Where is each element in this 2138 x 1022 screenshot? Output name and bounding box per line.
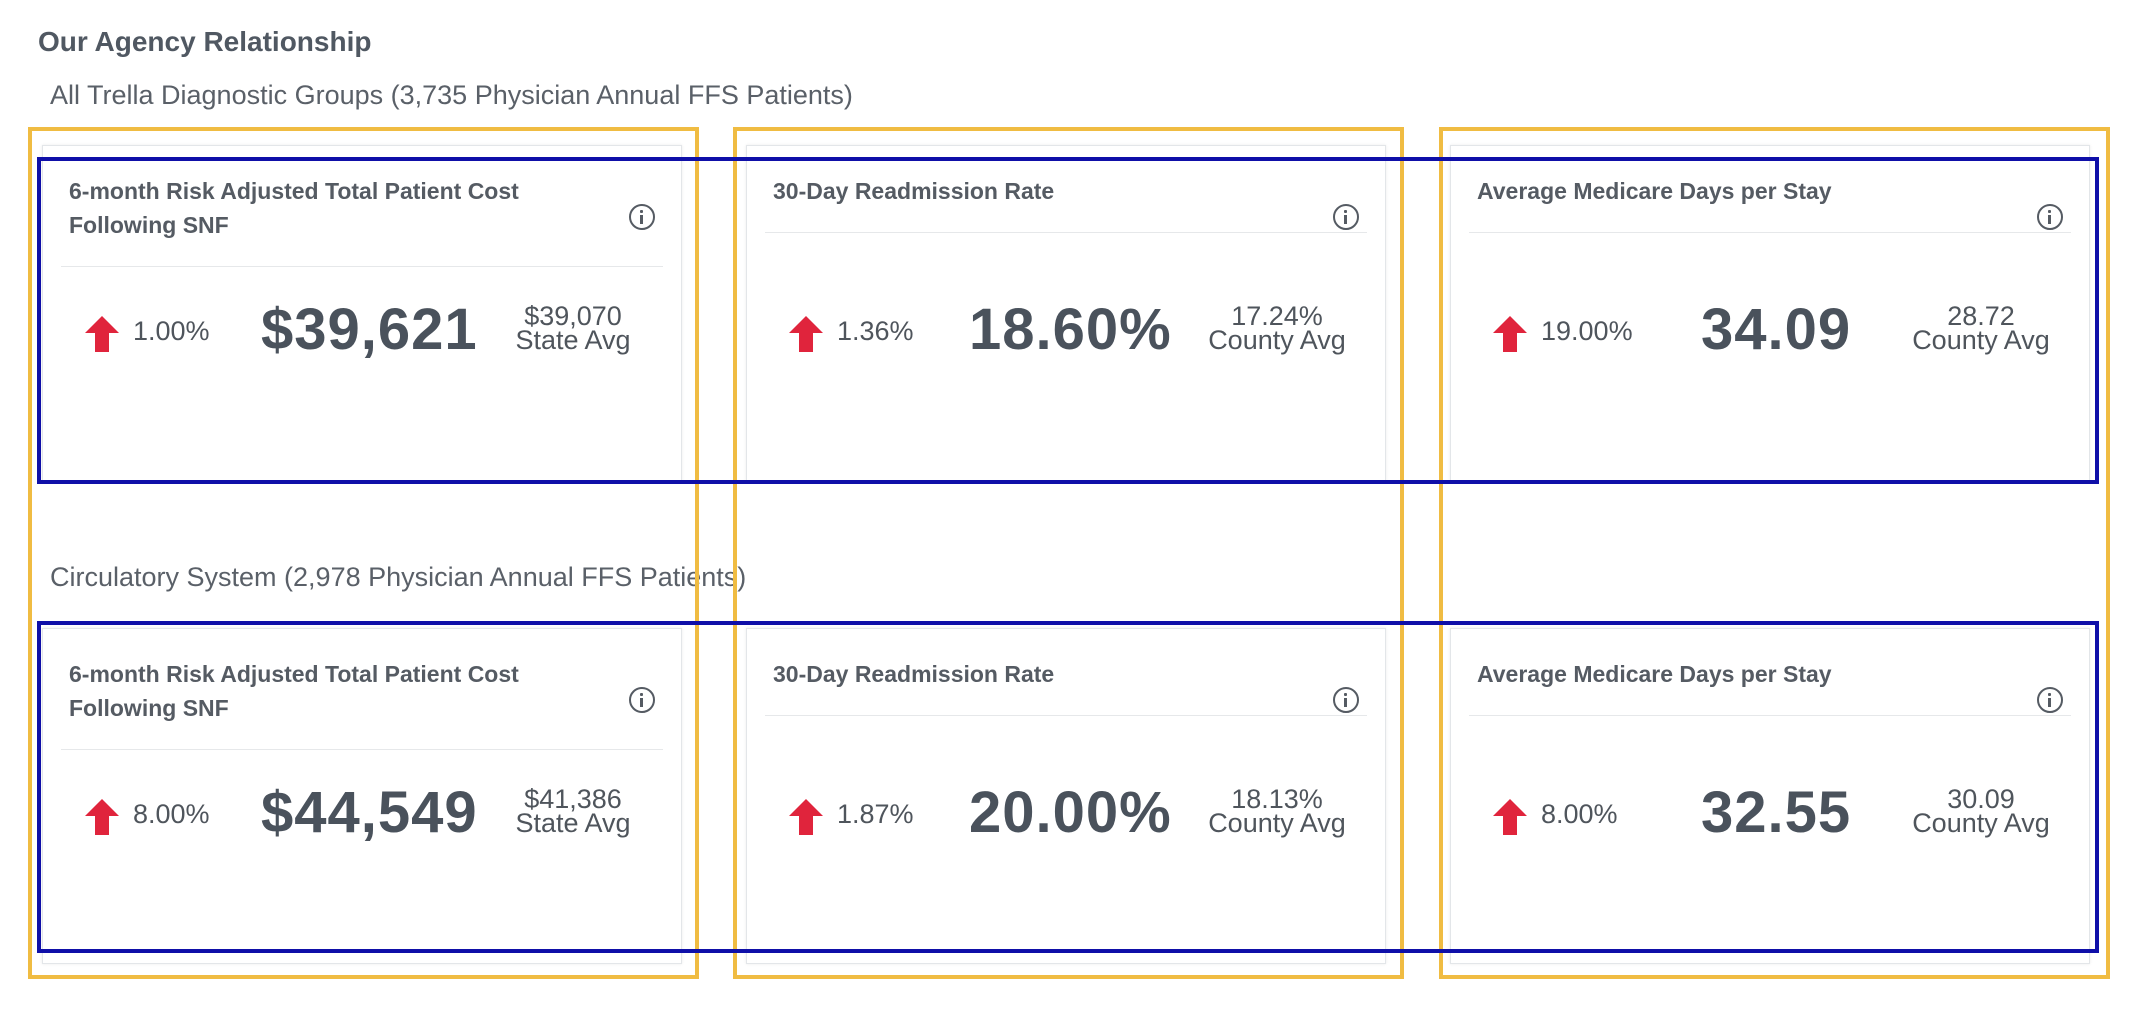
average-block: $41,386 State Avg	[493, 784, 653, 838]
card-title: 6-month Risk Adjusted Total Patient Cost…	[69, 661, 519, 721]
average-label: County Avg	[1912, 808, 2050, 838]
arrow-up-icon	[1493, 799, 1527, 835]
column-highlight-box	[733, 127, 1404, 979]
average-value: 18.13%	[1231, 784, 1323, 814]
card-title: 30-Day Readmission Rate	[773, 178, 1055, 204]
group-title-all-diagnostic-groups: All Trella Diagnostic Groups (3,735 Phys…	[50, 80, 853, 110]
card-title: Average Medicare Days per Stay	[1477, 661, 1832, 687]
change-value: 1.87%	[837, 799, 914, 829]
average-value: $41,386	[524, 784, 622, 814]
arrow-up-icon	[789, 799, 823, 835]
info-icon[interactable]	[2037, 204, 2063, 230]
card-divider	[765, 715, 1367, 716]
arrow-up-icon	[789, 316, 823, 352]
metric-value: 18.60%	[969, 297, 1172, 362]
group-title-circulatory-system: Circulatory System (2,978 Physician Annu…	[50, 562, 747, 592]
card-divider	[61, 266, 663, 267]
info-icon[interactable]	[629, 204, 655, 230]
info-icon[interactable]	[1333, 687, 1359, 713]
average-value: $39,070	[524, 301, 622, 331]
card-divider	[1469, 715, 2071, 716]
card-title: Average Medicare Days per Stay	[1477, 178, 1832, 204]
metric-card-readmission-rate: 30-Day Readmission Rate 1.87% 20.00% 18.…	[746, 628, 1386, 964]
row-highlight-box	[37, 157, 2099, 484]
average-value: 30.09	[1947, 784, 2015, 814]
info-icon[interactable]	[1333, 204, 1359, 230]
card-title: 6-month Risk Adjusted Total Patient Cost…	[69, 178, 519, 238]
average-block: $39,070 State Avg	[493, 301, 653, 355]
average-label: County Avg	[1208, 808, 1346, 838]
metric-card-medicare-days: Average Medicare Days per Stay 8.00% 32.…	[1450, 628, 2090, 964]
metric-value: 32.55	[1701, 780, 1852, 845]
card-divider	[765, 232, 1367, 233]
metric-value: $44,549	[261, 780, 478, 845]
card-title: 30-Day Readmission Rate	[773, 661, 1055, 687]
change-value: 8.00%	[133, 799, 210, 829]
metric-value: 34.09	[1701, 297, 1852, 362]
card-divider	[1469, 232, 2071, 233]
metric-card-total-patient-cost: 6-month Risk Adjusted Total Patient Cost…	[42, 628, 682, 964]
average-label: State Avg	[515, 808, 631, 838]
change-value: 1.00%	[133, 316, 210, 346]
arrow-up-icon	[85, 799, 119, 835]
metric-value: $39,621	[261, 297, 478, 362]
column-highlight-box	[28, 127, 699, 979]
average-label: County Avg	[1912, 325, 2050, 355]
card-divider	[61, 749, 663, 750]
info-icon[interactable]	[629, 687, 655, 713]
arrow-up-icon	[1493, 316, 1527, 352]
average-value: 17.24%	[1231, 301, 1323, 331]
change-value: 19.00%	[1541, 316, 1633, 346]
arrow-up-icon	[85, 316, 119, 352]
average-label: State Avg	[515, 325, 631, 355]
change-value: 8.00%	[1541, 799, 1618, 829]
metric-value: 20.00%	[969, 780, 1172, 845]
info-icon[interactable]	[2037, 687, 2063, 713]
page-title: Our Agency Relationship	[38, 26, 372, 57]
row-highlight-box	[37, 621, 2099, 953]
metric-card-total-patient-cost: 6-month Risk Adjusted Total Patient Cost…	[42, 145, 682, 481]
metric-card-medicare-days: Average Medicare Days per Stay 19.00% 34…	[1450, 145, 2090, 481]
change-value: 1.36%	[837, 316, 914, 346]
metric-card-readmission-rate: 30-Day Readmission Rate 1.36% 18.60% 17.…	[746, 145, 1386, 481]
average-value: 28.72	[1947, 301, 2015, 331]
average-label: County Avg	[1208, 325, 1346, 355]
average-block: 17.24% County Avg	[1187, 301, 1367, 355]
column-highlight-box	[1439, 127, 2110, 979]
average-block: 18.13% County Avg	[1187, 784, 1367, 838]
average-block: 30.09 County Avg	[1891, 784, 2071, 838]
average-block: 28.72 County Avg	[1891, 301, 2071, 355]
